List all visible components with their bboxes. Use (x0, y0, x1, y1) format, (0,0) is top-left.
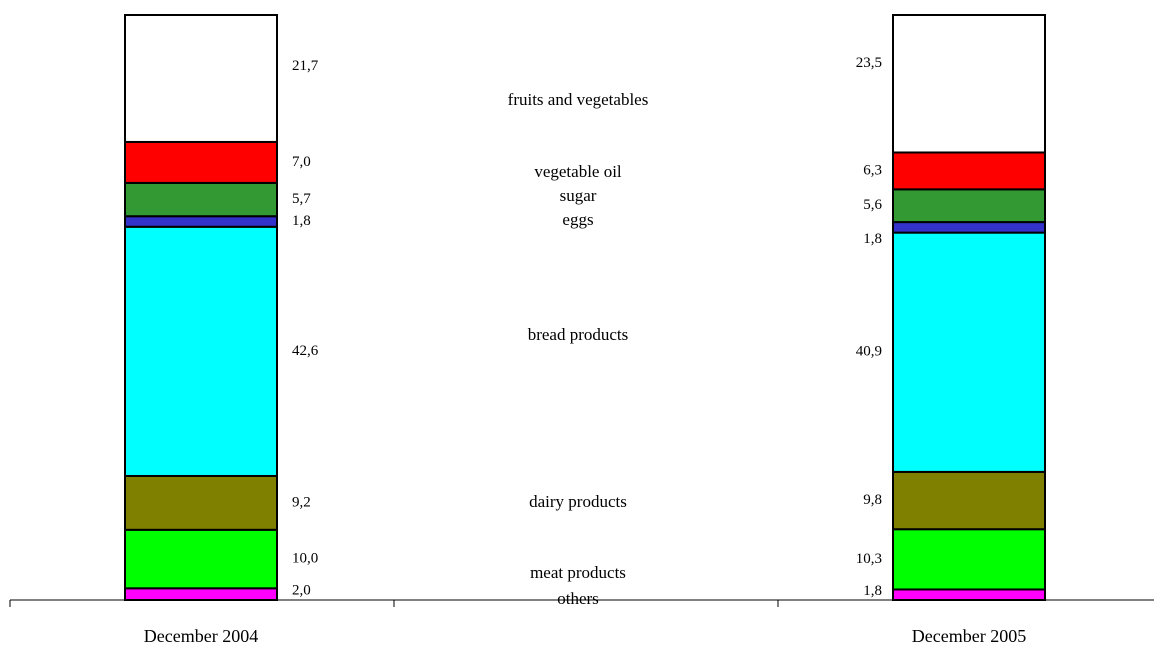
value-label-sugar-1: 5,7 (292, 191, 311, 207)
bar-others-1 (124, 587, 278, 601)
bar-sugar-2 (892, 188, 1046, 224)
value-label-eggs-2: 1,8 (863, 231, 882, 247)
value-label-vegetable-oil-1: 7,0 (292, 154, 311, 170)
series-label-bread-products: bread products (528, 325, 629, 344)
value-label-others-1: 2,0 (292, 583, 311, 599)
bar-dairy-products-1 (124, 474, 278, 531)
x-tick-label-1: December 2004 (144, 626, 258, 646)
bar-fruits-and-vegetables-1 (124, 14, 278, 143)
value-label-dairy-products-2: 9,8 (863, 492, 882, 508)
value-label-meat-products-2: 10,3 (856, 551, 882, 567)
bar-vegetable-oil-1 (124, 140, 278, 184)
bar-meat-products-2 (892, 528, 1046, 591)
bar-eggs-1 (124, 215, 278, 228)
bar-vegetable-oil-2 (892, 151, 1046, 191)
bar-bread-products-2 (892, 231, 1046, 473)
series-label-others: others (557, 589, 599, 608)
value-label-meat-products-1: 10,0 (292, 550, 318, 566)
bar-others-2 (892, 588, 1046, 601)
bar-dairy-products-2 (892, 470, 1046, 531)
value-label-fruits-and-vegetables-2: 23,5 (856, 55, 882, 71)
series-label-sugar: sugar (560, 186, 597, 205)
x-tick-label-2: December 2005 (912, 626, 1026, 646)
value-label-vegetable-oil-2: 6,3 (863, 162, 882, 178)
value-labels: 2,0 1,8 10,0 10,3 9,2 9,8 42,6 40,9 1,8 1,8 5,7 5,6… (292, 55, 883, 599)
bar-sugar-1 (124, 181, 278, 218)
series-label-vegetable-oil: vegetable oil (534, 162, 622, 181)
value-label-sugar-2: 5,6 (863, 197, 882, 213)
series-label-eggs: eggs (562, 210, 593, 229)
value-label-dairy-products-1: 9,2 (292, 494, 311, 510)
bar-meat-products-1 (124, 528, 278, 590)
bar-bread-products-1 (124, 225, 278, 477)
value-label-others-2: 1,8 (863, 583, 882, 599)
value-label-fruits-and-vegetables-1: 21,7 (292, 58, 319, 74)
bar-segments (124, 14, 1046, 601)
series-name-labels: others meat products dairy products bread p… (508, 90, 649, 608)
series-label-meat-products: meat products (530, 563, 626, 582)
bar-fruits-and-vegetables-2 (892, 14, 1046, 154)
series-label-dairy-products: dairy products (529, 492, 627, 511)
series-label-fruits-and-vegetables: fruits and vegetables (508, 90, 649, 109)
bar-eggs-2 (892, 221, 1046, 234)
value-label-bread-products-2: 40,9 (856, 344, 882, 360)
x-axis: December 2004 December 2005 (9, 599, 1154, 646)
value-label-eggs-1: 1,8 (292, 213, 311, 229)
value-label-bread-products-1: 42,6 (292, 343, 319, 359)
